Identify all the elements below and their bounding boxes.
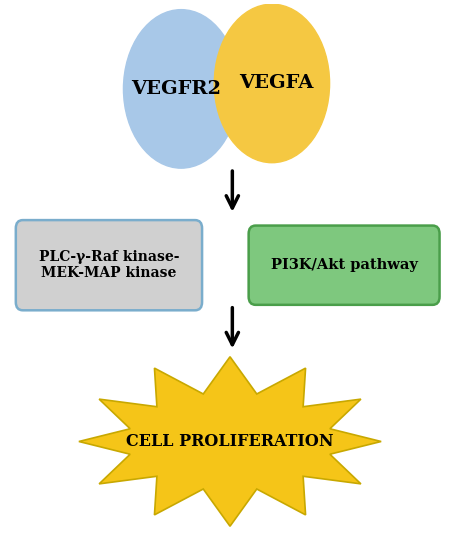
Text: CELL PROLIFERATION: CELL PROLIFERATION — [126, 433, 334, 450]
Text: VEGFR2: VEGFR2 — [131, 80, 221, 98]
FancyBboxPatch shape — [16, 220, 202, 310]
Text: PLC-γ-Raf kinase-
MEK-MAP kinase: PLC-γ-Raf kinase- MEK-MAP kinase — [39, 250, 179, 280]
Ellipse shape — [214, 4, 329, 163]
FancyBboxPatch shape — [249, 225, 439, 305]
Text: VEGFA: VEGFA — [239, 74, 314, 93]
Text: PI3K/Akt pathway: PI3K/Akt pathway — [271, 258, 418, 272]
Polygon shape — [79, 357, 381, 526]
Ellipse shape — [123, 9, 239, 168]
